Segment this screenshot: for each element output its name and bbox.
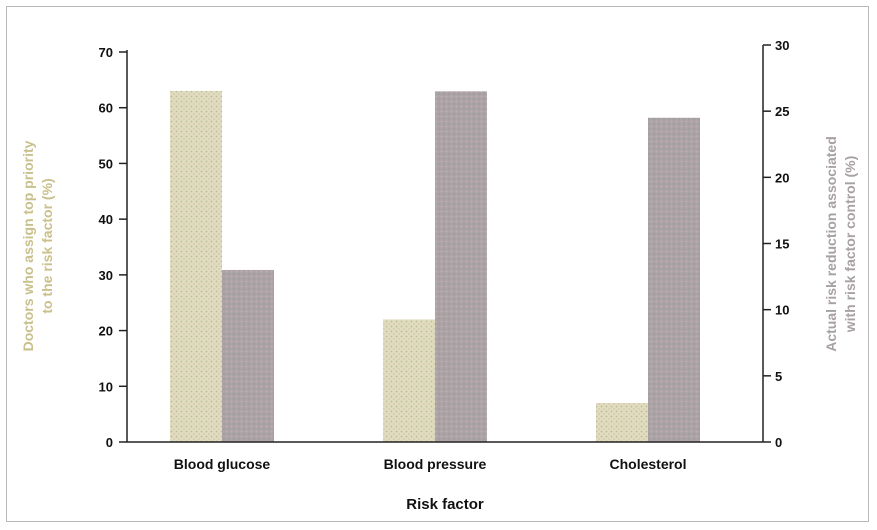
bars-group: [170, 91, 700, 443]
left-tick-label-6: 60: [99, 101, 113, 116]
left-y-axis-title: Doctors who assign top priority to the r…: [20, 140, 55, 351]
bar-right-blood-glucose: [222, 269, 274, 442]
left-tick-label-2: 20: [99, 324, 113, 339]
bar-right-blood-pressure: [435, 91, 487, 443]
bar-right-cholesterol: [648, 117, 700, 443]
right-y-axis-title-line2: with risk factor control (%): [842, 156, 858, 334]
right-tick-label-3: 15: [775, 237, 789, 252]
right-tick-label-4: 20: [775, 170, 789, 185]
bar-left-blood-pressure: [383, 319, 435, 442]
left-y-axis-title-line1: Doctors who assign top priority: [20, 140, 36, 351]
bar-left-cholesterol: [596, 403, 648, 442]
x-category-labels: Blood glucose Blood pressure Cholesterol: [174, 456, 687, 472]
left-tick-label-4: 40: [99, 212, 113, 227]
right-tick-label-2: 10: [775, 303, 789, 318]
right-y-ticks: 0 5 10 15 20 25 30: [763, 38, 789, 450]
right-tick-label-5: 25: [775, 104, 789, 119]
category-label-blood-glucose: Blood glucose: [174, 456, 271, 472]
right-tick-label-0: 0: [775, 435, 782, 450]
category-label-cholesterol: Cholesterol: [609, 456, 686, 472]
right-y-axis-title-line1: Actual risk reduction associated: [823, 136, 839, 352]
right-y-axis-title: Actual risk reduction associated with ri…: [823, 136, 858, 352]
bar-left-blood-glucose: [170, 91, 222, 442]
left-tick-label-0: 0: [106, 435, 113, 450]
right-tick-label-1: 5: [775, 369, 782, 384]
left-tick-label-5: 50: [99, 156, 113, 171]
left-y-ticks: 0 10 20 30 40 50 60 70: [99, 45, 127, 450]
left-tick-label-7: 70: [99, 45, 113, 60]
category-label-blood-pressure: Blood pressure: [384, 456, 487, 472]
left-tick-label-3: 30: [99, 268, 113, 283]
right-tick-label-6: 30: [775, 38, 789, 53]
left-tick-label-1: 10: [99, 379, 113, 394]
left-y-axis-title-line2: to the risk factor (%): [39, 178, 55, 313]
x-axis-title: Risk factor: [406, 496, 484, 513]
